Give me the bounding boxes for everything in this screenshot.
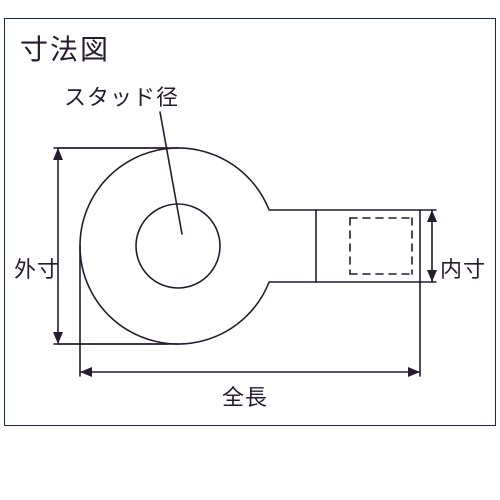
terminal-diagram (0, 0, 500, 500)
dimension-drawing: 寸法図 スタッド径 外寸 内寸 全長 (0, 0, 500, 500)
